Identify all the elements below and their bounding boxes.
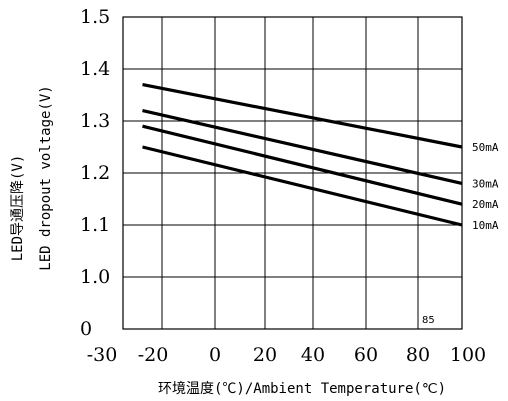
series-label-30mA: 30mA <box>472 177 499 190</box>
x-tick-label: 20 <box>253 344 277 366</box>
y-tick-label: 1.5 <box>80 6 110 28</box>
y-tick-label: 1.2 <box>80 162 110 184</box>
x-tick-label: 80 <box>406 344 430 366</box>
x-tick-label: -20 <box>138 344 169 366</box>
x-tick-label: 40 <box>301 344 325 366</box>
x-tick-label: 100 <box>450 344 486 366</box>
plot-border <box>122 16 463 330</box>
plot-frame <box>122 16 463 330</box>
y-axis-title-en: LED dropout voltage(V) <box>38 85 54 270</box>
series-line-10mA <box>142 145 463 227</box>
y-tick-label: 1.4 <box>80 58 110 80</box>
y-tick-label: 1.3 <box>80 110 110 132</box>
y-tick-label: 1.0 <box>80 266 110 288</box>
x-tick-label: -30 <box>87 344 118 366</box>
series-label-10mA: 10mA <box>472 219 499 232</box>
x-tick-label: 0 <box>209 344 221 366</box>
annotation-85: 85 <box>422 315 435 326</box>
x-axis-title: 环境温度(℃)/Ambient Temperature(℃) <box>158 381 446 397</box>
series-lines <box>142 83 463 227</box>
y-axis-title-cn: LED导通压降(V) <box>10 155 26 262</box>
series-line-30mA <box>142 109 463 185</box>
series-line-50mA <box>142 83 463 149</box>
series-label-20mA: 20mA <box>472 198 499 211</box>
x-tick-labels: -30 -20 0 20 40 60 80 100 <box>87 344 486 366</box>
y-tick-labels: 1.5 1.4 1.3 1.2 1.1 1.0 0 <box>80 6 110 340</box>
x-tick-label: 60 <box>354 344 378 366</box>
y-tick-label: 0 <box>80 318 92 340</box>
series-line-20mA <box>142 124 463 206</box>
series-label-50mA: 50mA <box>472 141 499 154</box>
series-labels: 50mA 30mA 20mA 10mA <box>472 141 499 232</box>
y-tick-label: 1.1 <box>80 214 110 236</box>
